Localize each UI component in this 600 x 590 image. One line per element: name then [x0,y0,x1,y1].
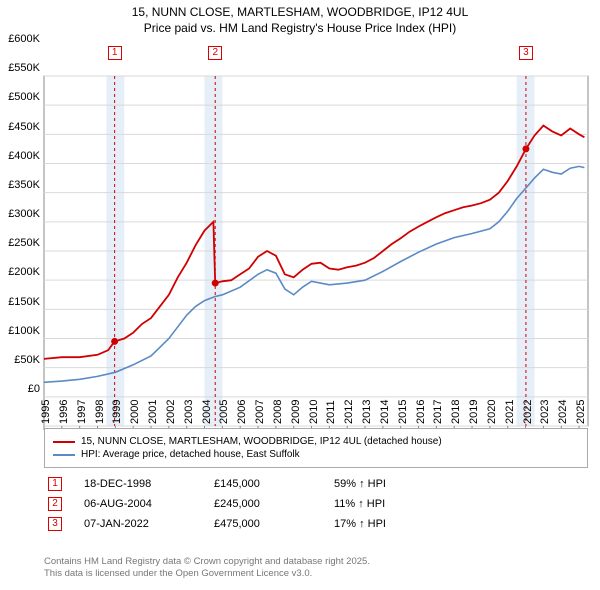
sale-price: £145,000 [214,478,334,490]
title-line-2: Price paid vs. HM Land Registry's House … [0,20,600,36]
xtick-label: 2024 [557,400,569,424]
sale-marker-icon: 3 [48,517,62,531]
sale-marker-3: 3 [519,46,533,60]
xtick-label: 1999 [111,400,123,424]
footnote-line-2: This data is licensed under the Open Gov… [44,568,370,580]
ytick-label: £0 [0,383,40,395]
xtick-label: 2000 [129,400,141,424]
xtick-label: 2012 [343,400,355,424]
xtick-label: 2002 [165,400,177,424]
xtick-label: 2017 [432,400,444,424]
xtick-label: 2004 [201,400,213,424]
ytick-label: £550K [0,62,40,74]
ytick-label: £500K [0,91,40,103]
xtick-label: 2013 [361,400,373,424]
legend-label-hpi: HPI: Average price, detached house, East… [81,449,300,460]
xtick-label: 1998 [94,400,106,424]
xtick-label: 2008 [272,400,284,424]
sales-table: 1 18-DEC-1998£145,00059% ↑ HPI 2 06-AUG-200… [48,474,454,534]
sale-marker-2: 2 [208,46,222,60]
legend-swatch-property [53,441,75,443]
xtick-label: 2016 [415,400,427,424]
ytick-label: £250K [0,237,40,249]
sale-row: 3 07-JAN-2022£475,00017% ↑ HPI [48,514,454,534]
legend-swatch-hpi [53,454,75,456]
xtick-label: 2023 [539,400,551,424]
ytick-label: £200K [0,266,40,278]
sale-marker-icon: 2 [48,497,62,511]
chart-container: 15, NUNN CLOSE, MARTLESHAM, WOODBRIDGE, … [0,0,600,590]
ytick-label: £600K [0,33,40,45]
xtick-label: 2007 [254,400,266,424]
sale-date: 07-JAN-2022 [84,518,214,530]
xtick-label: 2021 [504,400,516,424]
legend-row-property: 15, NUNN CLOSE, MARTLESHAM, WOODBRIDGE, … [53,436,579,447]
sale-date: 18-DEC-1998 [84,478,214,490]
sale-row: 1 18-DEC-1998£145,00059% ↑ HPI [48,474,454,494]
sale-price: £245,000 [214,498,334,510]
xtick-label: 2011 [325,400,337,424]
xtick-label: 2006 [236,400,248,424]
sale-price: £475,000 [214,518,334,530]
xtick-label: 2009 [290,400,302,424]
xtick-label: 1996 [58,400,70,424]
ytick-label: £150K [0,296,40,308]
legend-row-hpi: HPI: Average price, detached house, East… [53,449,579,460]
xtick-label: 1995 [40,400,52,424]
ytick-label: £100K [0,325,40,337]
footnote: Contains HM Land Registry data © Crown c… [44,556,370,581]
footnote-line-1: Contains HM Land Registry data © Crown c… [44,556,370,568]
xtick-label: 2025 [575,400,587,424]
xtick-label: 2014 [379,400,391,424]
xtick-label: 2019 [468,400,480,424]
sale-delta: 17% ↑ HPI [334,518,454,530]
ytick-label: £400K [0,150,40,162]
xtick-label: 1997 [76,400,88,424]
title-line-1: 15, NUNN CLOSE, MARTLESHAM, WOODBRIDGE, … [0,4,600,20]
sale-delta: 11% ↑ HPI [334,498,454,510]
ytick-label: £450K [0,121,40,133]
xtick-label: 2022 [522,400,534,424]
sale-row: 2 06-AUG-2004£245,00011% ↑ HPI [48,494,454,514]
sale-delta: 59% ↑ HPI [334,478,454,490]
legend: 15, NUNN CLOSE, MARTLESHAM, WOODBRIDGE, … [44,428,588,468]
sale-date: 06-AUG-2004 [84,498,214,510]
ytick-label: £350K [0,179,40,191]
sale-marker-icon: 1 [48,477,62,491]
xtick-label: 2001 [147,400,159,424]
ytick-label: £50K [0,354,40,366]
xtick-label: 2010 [308,400,320,424]
legend-label-property: 15, NUNN CLOSE, MARTLESHAM, WOODBRIDGE, … [81,436,442,447]
xtick-label: 2005 [218,400,230,424]
chart-title: 15, NUNN CLOSE, MARTLESHAM, WOODBRIDGE, … [0,0,600,36]
xtick-label: 2015 [397,400,409,424]
xtick-label: 2003 [183,400,195,424]
ytick-label: £300K [0,208,40,220]
chart-svg [0,36,600,446]
xtick-label: 2018 [450,400,462,424]
sale-marker-1: 1 [108,46,122,60]
xtick-label: 2020 [486,400,498,424]
